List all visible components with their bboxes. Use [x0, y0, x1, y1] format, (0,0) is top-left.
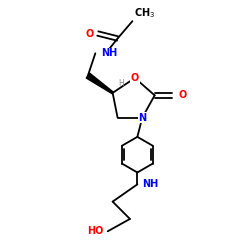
Polygon shape: [86, 73, 113, 94]
Text: O: O: [178, 90, 186, 100]
Text: O: O: [131, 73, 139, 83]
Text: NH: NH: [101, 48, 117, 58]
Text: H: H: [118, 80, 124, 88]
Text: O: O: [85, 28, 93, 38]
Text: CH$_3$: CH$_3$: [134, 6, 156, 20]
Text: N: N: [138, 112, 146, 122]
Text: HO: HO: [87, 226, 103, 236]
Text: NH: NH: [142, 179, 158, 189]
